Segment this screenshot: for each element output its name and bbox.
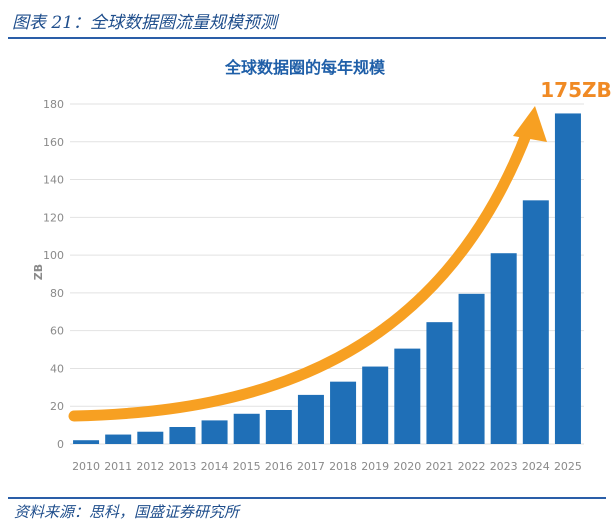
x-tick-label: 2019 bbox=[361, 460, 389, 473]
bar-chart: 全球数据圈的每年规模 ZB 0 20 40 60 80 100 120 140 160 180 2… bbox=[32, 58, 612, 473]
y-tick-label: 40 bbox=[50, 362, 64, 375]
y-axis-label: ZB bbox=[32, 264, 45, 280]
x-tick-label: 2021 bbox=[425, 460, 453, 473]
y-tick-label: 140 bbox=[43, 174, 64, 187]
bar-2020 bbox=[394, 348, 421, 444]
y-tick-label: 60 bbox=[50, 325, 64, 338]
y-tick-label: 160 bbox=[43, 136, 64, 149]
x-tick-label: 2018 bbox=[329, 460, 357, 473]
x-tick-label: 2012 bbox=[136, 460, 164, 473]
bar-2021 bbox=[426, 322, 453, 444]
y-tick-label: 80 bbox=[50, 287, 64, 300]
bar-2019 bbox=[362, 366, 389, 444]
x-tick-labels: 2010 2011 2012 2013 2014 2015 2016 2017 2018 2019… bbox=[72, 460, 582, 473]
x-tick-label: 2023 bbox=[490, 460, 518, 473]
source-note: 资料来源：思科，国盛证券研究所 bbox=[14, 503, 240, 521]
bar-2014 bbox=[201, 420, 228, 444]
top-divider bbox=[8, 37, 606, 39]
bar-2023 bbox=[490, 253, 517, 444]
figure-caption: 图表 21：全球数据圈流量规模预测 bbox=[12, 13, 278, 33]
bar-2012 bbox=[137, 431, 164, 444]
bar-2013 bbox=[169, 427, 196, 444]
x-tick-label: 2015 bbox=[233, 460, 261, 473]
x-tick-label: 2014 bbox=[201, 460, 229, 473]
bar-2017 bbox=[297, 394, 324, 444]
x-tick-label: 2010 bbox=[72, 460, 100, 473]
growth-arrow bbox=[68, 106, 547, 422]
y-tick-label: 0 bbox=[57, 438, 64, 451]
annotation-175zb: 175ZB bbox=[540, 78, 612, 102]
y-tick-label: 20 bbox=[50, 400, 64, 413]
x-tick-label: 2025 bbox=[554, 460, 582, 473]
bar-2018 bbox=[330, 381, 357, 444]
y-tick-label: 180 bbox=[43, 98, 64, 111]
x-tick-label: 2017 bbox=[297, 460, 325, 473]
y-tick-labels: 0 20 40 60 80 100 120 140 160 180 bbox=[43, 98, 64, 451]
bar-2011 bbox=[105, 434, 132, 444]
x-tick-label: 2022 bbox=[458, 460, 486, 473]
figure-header: 图表 21：全球数据圈流量规模预测 bbox=[8, 4, 606, 34]
growth-arrow-head bbox=[513, 106, 547, 142]
bar-2010 bbox=[73, 440, 100, 444]
bar-2015 bbox=[233, 413, 260, 444]
x-tick-label: 2020 bbox=[393, 460, 421, 473]
bottom-divider bbox=[8, 497, 606, 499]
bar-2016 bbox=[265, 410, 292, 444]
x-tick-label: 2011 bbox=[104, 460, 132, 473]
bar-2022 bbox=[458, 293, 485, 444]
x-tick-label: 2024 bbox=[522, 460, 550, 473]
x-tick-label: 2013 bbox=[168, 460, 196, 473]
x-tick-label: 2016 bbox=[265, 460, 293, 473]
bars bbox=[73, 113, 581, 444]
y-tick-label: 120 bbox=[43, 211, 64, 224]
bar-2024 bbox=[522, 200, 549, 444]
bar-2025 bbox=[554, 113, 581, 444]
chart-title: 全球数据圈的每年规模 bbox=[224, 58, 386, 77]
y-tick-label: 100 bbox=[43, 249, 64, 262]
growth-arrow-shaft bbox=[68, 124, 534, 422]
